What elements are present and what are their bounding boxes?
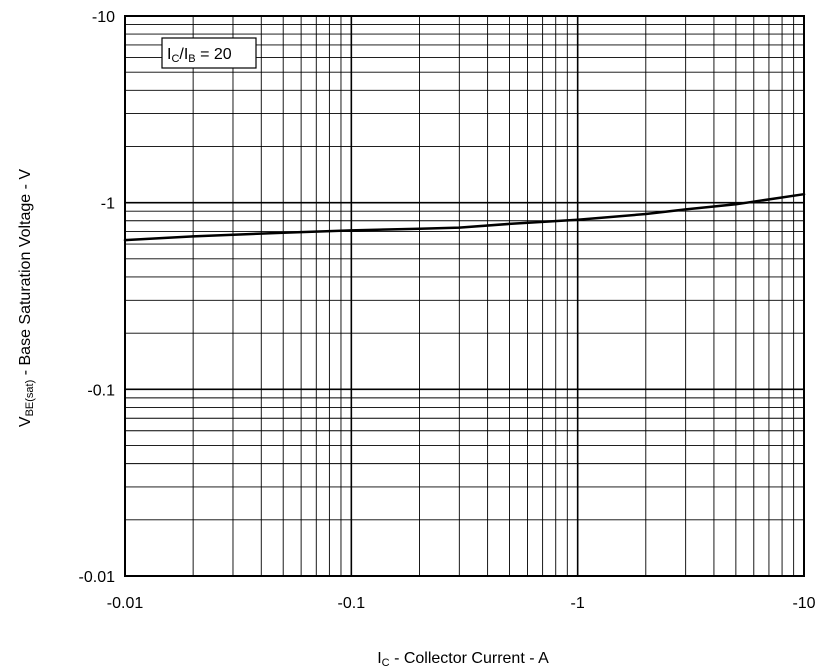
data-point bbox=[684, 208, 687, 211]
y-tick-label: -0.1 bbox=[87, 382, 115, 399]
grid-minor-lines bbox=[125, 16, 804, 576]
x-tick-label: -0.01 bbox=[107, 595, 144, 612]
data-point bbox=[576, 218, 579, 221]
data-point bbox=[644, 212, 647, 216]
x-axis-label: IC - Collector Current - A bbox=[377, 650, 549, 669]
x-tick-label: -10 bbox=[792, 595, 815, 612]
y-axis-label: VBE(sat) - Base Saturation Voltage - V bbox=[17, 169, 36, 427]
grid-major-lines bbox=[125, 16, 804, 576]
data-point bbox=[508, 222, 511, 226]
series-layer bbox=[123, 192, 806, 242]
y-tick-label: -1 bbox=[101, 196, 115, 213]
x-tick-label: -0.1 bbox=[338, 595, 366, 612]
data-point bbox=[350, 229, 353, 232]
data-point bbox=[282, 231, 285, 234]
data-point bbox=[123, 238, 127, 242]
y-tick-labels: -10 -1 -0.1 -0.01 bbox=[79, 9, 116, 586]
plot-frame bbox=[124, 15, 805, 577]
y-tick-label: -0.01 bbox=[79, 569, 116, 586]
data-point bbox=[802, 193, 806, 196]
x-tick-label: -1 bbox=[571, 595, 585, 612]
data-point bbox=[191, 235, 195, 238]
x-tick-labels: -0.01 -0.1 -1 -10 bbox=[107, 595, 816, 612]
data-point bbox=[458, 226, 461, 229]
data-point bbox=[734, 203, 738, 206]
data-point bbox=[418, 227, 421, 230]
y-tick-label: -10 bbox=[92, 9, 115, 26]
annotation-box: IC/IB = 20 bbox=[161, 37, 257, 69]
series-line bbox=[123, 192, 806, 242]
annotation-text: IC/IB = 20 bbox=[167, 46, 232, 65]
